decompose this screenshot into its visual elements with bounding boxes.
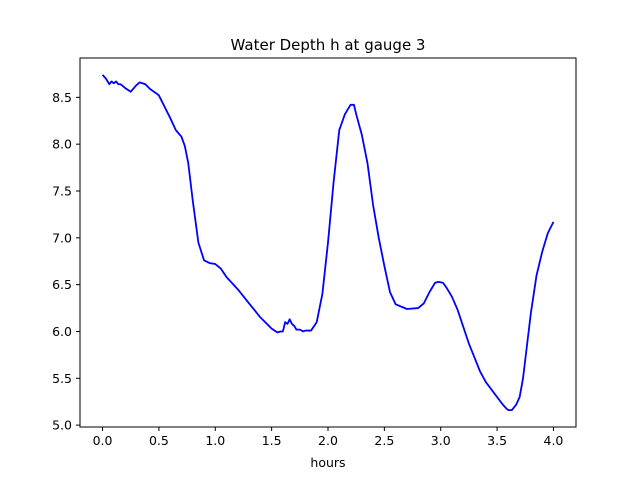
y-tick-label: 7.5	[52, 183, 72, 198]
y-tick-label: 5.5	[52, 371, 72, 386]
x-tick-label: 1.0	[205, 433, 225, 448]
x-tick-label: 0.0	[93, 433, 113, 448]
x-tick-label: 2.5	[374, 433, 394, 448]
x-tick-label: 2.0	[318, 433, 338, 448]
series-line-0	[101, 74, 555, 412]
y-tick-label: 7.0	[52, 230, 72, 245]
plot-area-frame	[79, 57, 577, 428]
x-tick-label: 0.5	[149, 433, 169, 448]
y-tick-label: 8.0	[52, 137, 72, 152]
x-tick-label: 3.0	[431, 433, 451, 448]
ticks-layer: 0.0 0.5 1.0 1.5 2.0 2.5 3.0 3.5 4.0 5.0 5.5 6.0 6.5 7…	[52, 90, 563, 448]
y-tick-label: 6.0	[52, 324, 72, 339]
y-tick-label: 8.5	[52, 90, 72, 105]
x-axis-label: hours	[310, 455, 345, 470]
y-tick-label: 5.0	[52, 418, 72, 433]
x-tick-label: 1.5	[262, 433, 282, 448]
x-tick-label: 4.0	[544, 433, 564, 448]
chart-title: Water Depth h at gauge 3	[231, 36, 426, 54]
y-tick-label: 6.5	[52, 277, 72, 292]
x-tick-label: 3.5	[487, 433, 507, 448]
plot-layer	[101, 74, 555, 412]
